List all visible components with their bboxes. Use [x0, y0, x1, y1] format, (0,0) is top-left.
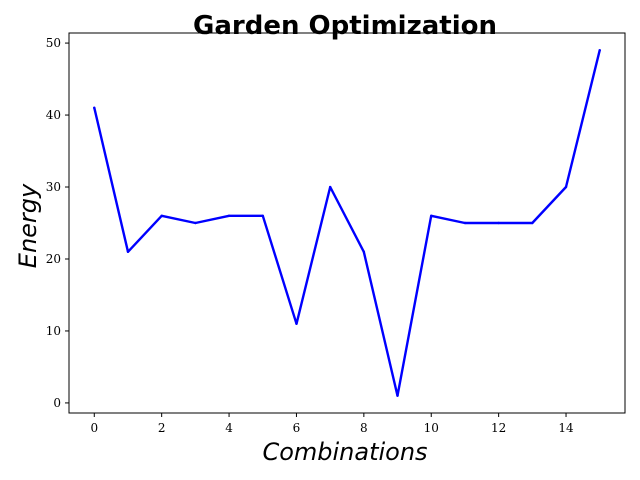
data-point [497, 221, 500, 225]
y-tick-label: 30 [46, 180, 61, 194]
x-tick-label: 0 [90, 421, 98, 435]
data-point [261, 214, 264, 218]
data-point [598, 49, 601, 52]
y-tick-label: 0 [53, 396, 61, 410]
x-tick-label: 12 [491, 421, 506, 435]
x-tick-label: 6 [293, 421, 301, 435]
data-point [160, 214, 163, 218]
data-point [328, 185, 332, 189]
x-tick-label: 8 [360, 421, 368, 435]
y-tick-label: 20 [46, 252, 61, 266]
y-tick-label: 50 [46, 36, 61, 50]
data-point [531, 221, 534, 225]
data-point [93, 106, 96, 110]
data-point [564, 185, 568, 189]
x-axis-label: Combinations [262, 438, 427, 466]
y-tick-label: 40 [46, 108, 61, 122]
y-tick-label: 10 [46, 324, 61, 338]
data-point [463, 221, 467, 225]
x-axis: 0 2 4 6 8 10 12 14 [90, 413, 574, 435]
series-layer [93, 49, 601, 397]
data-point [362, 250, 366, 253]
data-point [396, 394, 399, 397]
energy-series-line [93, 49, 601, 397]
x-tick-label: 10 [424, 421, 439, 435]
data-point [194, 221, 197, 225]
x-tick-label: 2 [158, 421, 166, 435]
data-point [430, 214, 433, 218]
y-axis-label: Energy [14, 183, 42, 268]
data-point [126, 250, 130, 253]
chart-title: Garden Optimization [193, 11, 497, 41]
x-tick-label: 4 [225, 421, 233, 435]
y-axis: 0 10 20 30 40 50 [46, 36, 69, 410]
x-tick-label: 14 [558, 421, 574, 435]
plot-area-frame [68, 32, 626, 414]
data-point [227, 214, 231, 218]
data-point [295, 322, 298, 325]
